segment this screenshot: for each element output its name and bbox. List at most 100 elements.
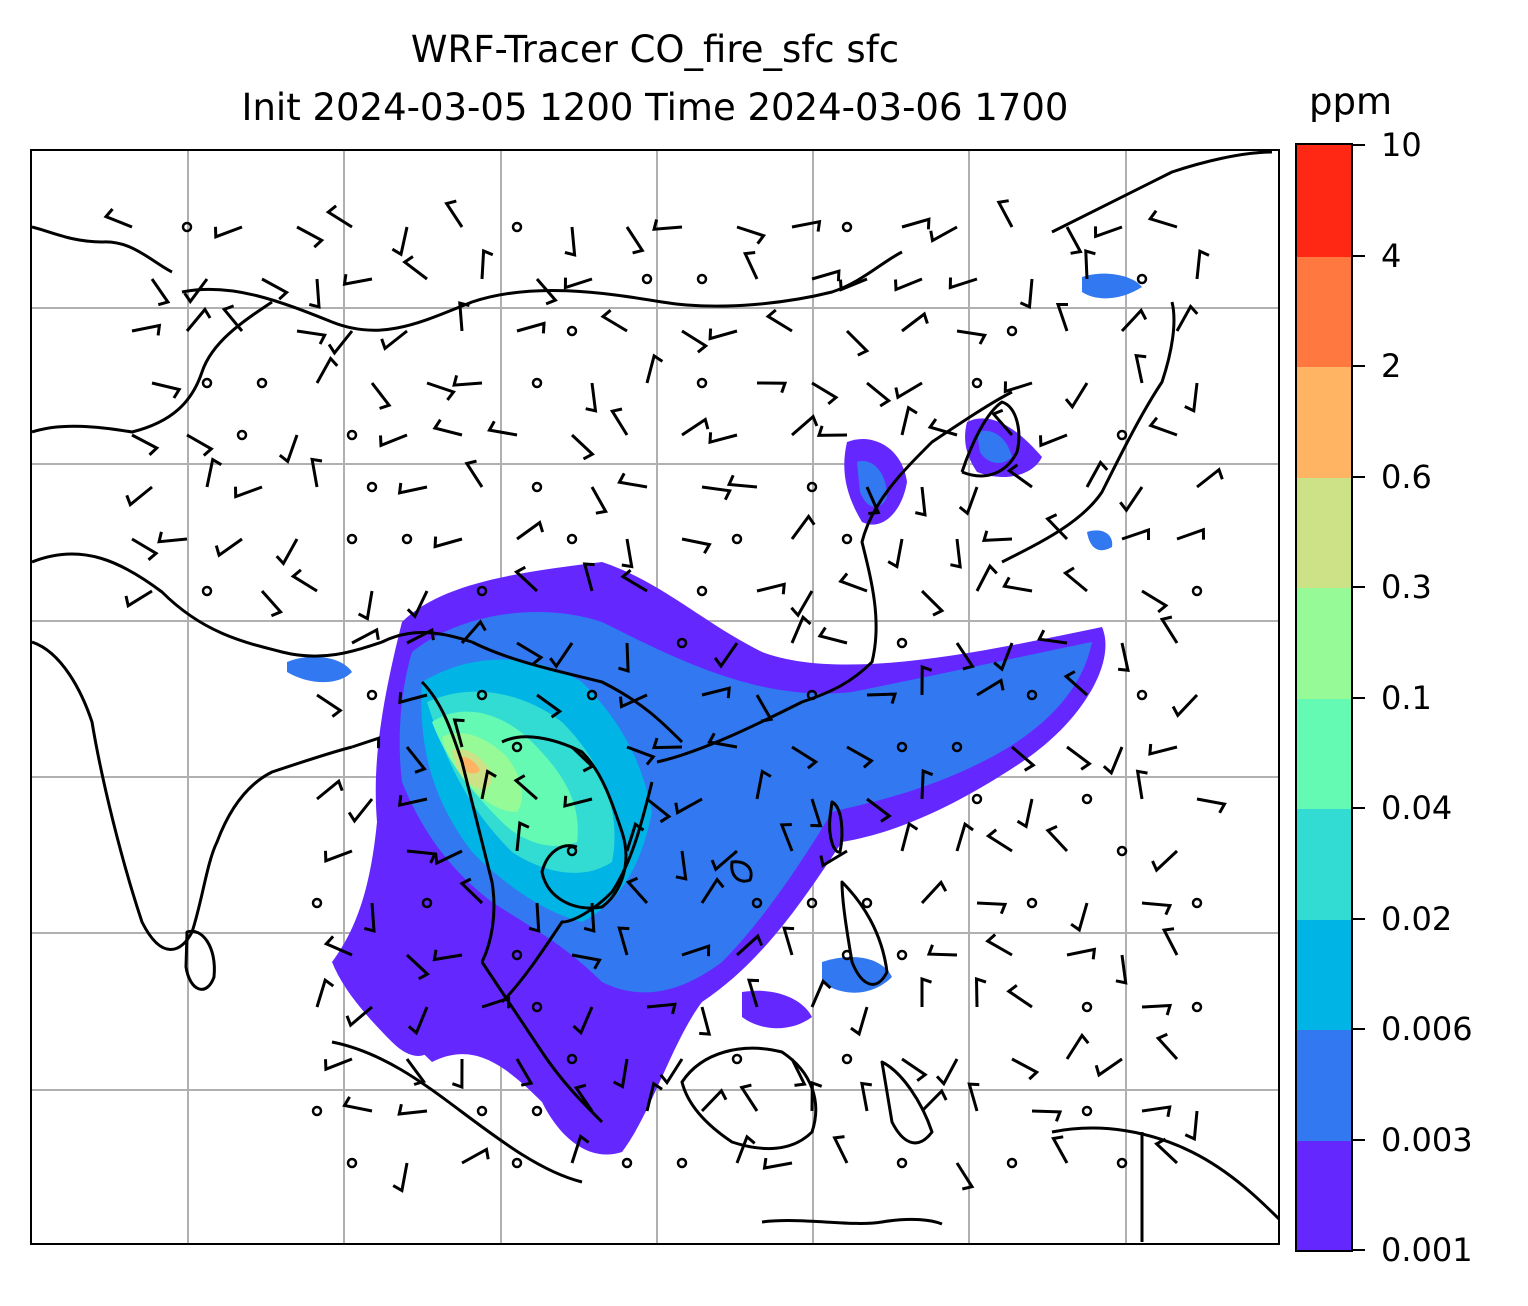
colorbar-segment <box>1297 1139 1351 1250</box>
wind-barb <box>1011 745 1036 772</box>
wind-barb <box>1184 1110 1199 1142</box>
north-china-patch-inner <box>857 461 887 508</box>
wind-barb <box>617 472 648 489</box>
calm-wind-circle <box>476 1105 488 1117</box>
wind-barb <box>391 226 409 257</box>
wind-barb <box>958 486 979 516</box>
colorbar-tick-mark <box>1353 475 1365 478</box>
wind-barb <box>1151 849 1179 873</box>
wind-barb <box>150 278 171 307</box>
calm-wind-circle <box>696 585 708 597</box>
calm-wind-circle <box>401 533 413 545</box>
colorbar-tick-mark <box>1353 144 1365 146</box>
myanmar-border <box>420 680 496 963</box>
wind-barb <box>234 485 263 499</box>
wind-barb <box>860 1081 873 1112</box>
calm-wind-circle <box>511 221 523 233</box>
wind-barb <box>380 329 408 351</box>
wind-barb <box>397 482 428 495</box>
wind-barb <box>1117 642 1130 673</box>
wind-barb <box>398 692 428 705</box>
wind-barb <box>1094 225 1123 239</box>
wind-barb <box>434 849 463 866</box>
wind-barb <box>458 301 470 332</box>
colorbar-segment <box>1297 145 1351 257</box>
borneo-patch <box>742 990 812 1029</box>
wind-barb <box>1141 1105 1172 1118</box>
wind-barb <box>1011 1057 1040 1081</box>
wind-barb <box>1039 433 1068 448</box>
wind-barb <box>1006 984 1033 1009</box>
colorbar <box>1295 143 1353 1252</box>
wind-barb <box>1148 416 1178 437</box>
wind-barb <box>708 328 738 341</box>
wind-barb <box>1002 576 1033 593</box>
sakhalin-patch <box>1082 273 1142 299</box>
wind-barb <box>432 418 463 437</box>
wind-barb <box>1159 615 1179 644</box>
calm-wind-circle <box>806 689 818 701</box>
wind-barb <box>985 933 1013 957</box>
wind-barb <box>1196 797 1227 814</box>
wind-barb <box>480 248 494 280</box>
wind-barb <box>681 944 711 957</box>
wind-barb <box>1154 1137 1179 1165</box>
calm-wind-circle <box>1116 1157 1128 1169</box>
java <box>761 1217 943 1226</box>
map-panel[interactable] <box>30 149 1280 1245</box>
calm-wind-circle <box>676 637 688 649</box>
wind-barb <box>535 278 558 306</box>
calm-wind-circle <box>346 429 358 441</box>
wind-barb <box>296 225 325 249</box>
wind-barb <box>765 308 793 333</box>
calm-wind-circle <box>531 481 543 493</box>
calm-wind-circle <box>366 689 378 701</box>
wind-barb <box>619 693 648 709</box>
caspian-area <box>32 225 173 274</box>
wind-barb <box>762 1157 793 1170</box>
wind-barb <box>308 278 321 309</box>
wind-barb <box>444 199 464 228</box>
wind-barb <box>185 306 212 332</box>
wind-barb <box>464 459 484 488</box>
calm-wind-circle <box>236 429 248 441</box>
wind-barb <box>1070 902 1089 933</box>
calm-wind-circle <box>1191 1001 1203 1013</box>
wind-barb <box>397 1103 428 1116</box>
wind-barb <box>402 255 428 281</box>
wind-barb <box>742 251 759 280</box>
wind-barb <box>347 798 374 824</box>
colorbar-segment <box>1297 918 1351 1030</box>
wind-barb <box>1094 1057 1123 1078</box>
wind-barb <box>315 355 339 384</box>
india-patch <box>287 656 352 683</box>
calm-wind-circle <box>896 637 908 649</box>
wind-barb <box>645 353 664 384</box>
colorbar-tick-label: 2 <box>1381 347 1402 385</box>
wind-barb <box>1066 947 1097 960</box>
wind-barb <box>549 642 574 669</box>
wind-barb <box>901 311 929 333</box>
japan-patch <box>1087 530 1113 551</box>
wind-barb <box>564 226 577 257</box>
wind-barb <box>887 538 904 569</box>
wind-barb <box>790 590 814 618</box>
calm-wind-circle <box>1006 325 1018 337</box>
wind-barb <box>275 538 299 567</box>
wind-barb <box>865 486 881 515</box>
china-coast <box>656 390 1013 764</box>
wind-barb <box>600 309 628 333</box>
calm-wind-circle <box>1116 429 1128 441</box>
calm-wind-circle <box>1136 689 1148 701</box>
wind-barb <box>976 901 1008 915</box>
wind-barb <box>920 664 933 696</box>
wind-barb <box>950 538 962 569</box>
wind-barb <box>296 329 327 345</box>
wind-barb <box>975 563 998 592</box>
calm-wind-circle <box>311 897 323 909</box>
wind-barb <box>405 953 431 981</box>
wind-barb <box>901 217 931 230</box>
wind-barb <box>1147 209 1178 229</box>
wind-barb <box>755 769 772 800</box>
wind-barb <box>710 849 738 872</box>
